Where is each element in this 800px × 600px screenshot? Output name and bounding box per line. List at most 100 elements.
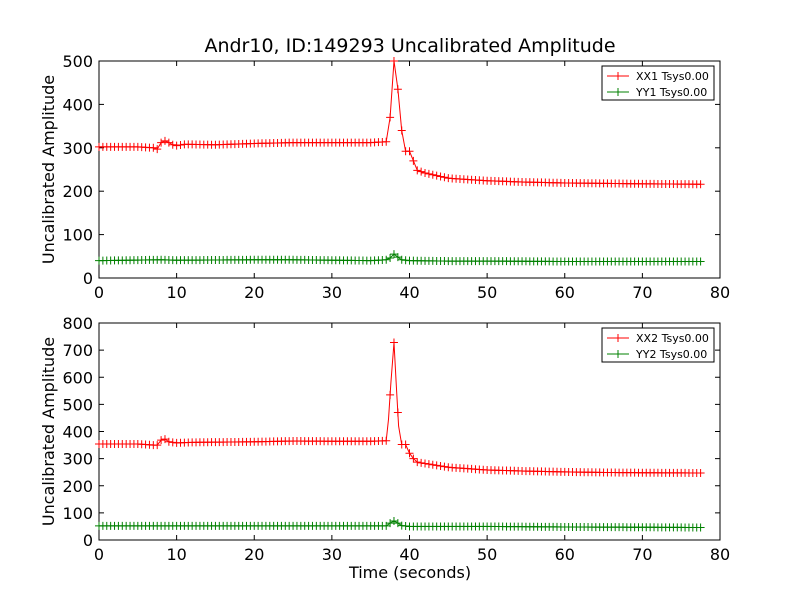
- x-tick-label: 0: [94, 283, 104, 302]
- y-tick-label: 200: [62, 477, 93, 496]
- x-tick-label: 40: [399, 283, 419, 302]
- x-axis-label: Time (seconds): [348, 563, 471, 582]
- data-point-marker: [424, 460, 433, 469]
- legend-label: YY1 Tsys0.00: [635, 86, 707, 99]
- data-point-marker: [382, 137, 391, 146]
- data-point-marker: [157, 436, 166, 445]
- legend-label: XX2 Tsys0.00: [636, 332, 709, 345]
- legend-marker: [614, 72, 622, 80]
- y-axis-label: Uncalibrated Amplitude: [39, 75, 58, 264]
- y-tick-label: 0: [83, 269, 93, 288]
- x-tick-label: 40: [399, 545, 419, 564]
- data-point-marker: [168, 140, 177, 149]
- series-markers: [95, 517, 705, 532]
- data-point-marker: [432, 171, 441, 180]
- x-tick-label: 50: [477, 545, 497, 564]
- x-tick-label: 60: [555, 283, 575, 302]
- data-point-marker: [424, 169, 433, 178]
- x-tick-label: 70: [632, 283, 652, 302]
- series-markers: [95, 57, 705, 189]
- data-point-marker: [413, 458, 422, 467]
- y-tick-label: 100: [62, 504, 93, 523]
- data-point-marker: [413, 166, 422, 175]
- data-point-marker: [164, 437, 173, 446]
- y-tick-label: 200: [62, 182, 93, 201]
- data-point-marker: [696, 523, 705, 532]
- y-axis-label: Uncalibrated Amplitude: [39, 337, 58, 526]
- data-point-marker: [397, 126, 406, 135]
- data-point-marker: [417, 167, 426, 176]
- data-point-marker: [176, 140, 185, 149]
- data-point-marker: [382, 436, 391, 445]
- y-tick-label: 300: [62, 139, 93, 158]
- x-tick-label: 50: [477, 283, 497, 302]
- data-point-marker: [157, 138, 166, 147]
- x-tick-label: 80: [710, 283, 730, 302]
- legend-box: [601, 327, 715, 363]
- legend: XX1 Tsys0.00 YY1 Tsys0.00: [601, 65, 715, 101]
- data-point-marker: [428, 460, 437, 469]
- data-point-marker: [160, 136, 169, 145]
- chart-title: Andr10, ID:149293 Uncalibrated Amplitude: [204, 35, 615, 57]
- x-tick-label: 30: [322, 283, 342, 302]
- x-tick-label: 20: [244, 545, 264, 564]
- data-point-marker: [696, 180, 705, 189]
- data-point-marker: [149, 143, 158, 152]
- data-point-marker: [696, 469, 705, 478]
- legend-label: XX1 Tsys0.00: [636, 70, 709, 83]
- data-point-marker: [401, 440, 410, 449]
- data-point-marker: [409, 454, 418, 463]
- y-tick-label: 0: [83, 531, 93, 550]
- x-tick-label: 60: [555, 545, 575, 564]
- data-point-marker: [386, 113, 395, 122]
- data-point-marker: [436, 462, 445, 471]
- data-point-marker: [440, 462, 449, 471]
- data-point-marker: [389, 57, 398, 65]
- data-point-marker: [386, 254, 395, 263]
- data-point-marker: [405, 449, 414, 458]
- y-tick-label: 800: [62, 314, 93, 333]
- y-tick-label: 400: [62, 95, 93, 114]
- legend-label: YY2 Tsys0.00: [635, 348, 707, 361]
- x-tick-label: 20: [244, 283, 264, 302]
- data-point-marker: [386, 390, 395, 399]
- data-point-marker: [168, 438, 177, 447]
- legend-marker: [614, 350, 622, 358]
- data-point-marker: [436, 172, 445, 181]
- data-point-marker: [153, 441, 162, 450]
- y-tick-label: 500: [62, 395, 93, 414]
- y-tick-label: 300: [62, 450, 93, 469]
- x-tick-label: 0: [94, 545, 104, 564]
- data-point-marker: [393, 85, 402, 94]
- series-markers: [95, 250, 705, 266]
- x-tick-label: 10: [166, 545, 186, 564]
- x-tick-label: 70: [632, 545, 652, 564]
- legend-marker: [614, 334, 622, 342]
- data-point-marker: [428, 170, 437, 179]
- data-point-marker: [421, 168, 430, 177]
- data-point-marker: [172, 141, 181, 150]
- legend: XX2 Tsys0.00 YY2 Tsys0.00: [601, 327, 715, 363]
- data-point-marker: [153, 145, 162, 154]
- series-line: [99, 520, 701, 528]
- y-tick-label: 700: [62, 341, 93, 360]
- data-point-marker: [389, 338, 398, 347]
- y-tick-label: 500: [62, 52, 93, 71]
- x-tick-label: 10: [166, 283, 186, 302]
- data-point-marker: [405, 147, 414, 156]
- data-point-marker: [440, 173, 449, 182]
- data-point-marker: [432, 461, 441, 470]
- series-markers: [95, 338, 705, 478]
- legend-box: [601, 65, 715, 101]
- data-point-marker: [393, 408, 402, 417]
- data-point-marker: [696, 257, 705, 266]
- data-point-marker: [409, 156, 418, 165]
- data-point-marker: [417, 458, 426, 467]
- data-point-marker: [389, 517, 398, 526]
- bottom-panel: 0 10 20 30 40 50 60 70 8001002003004005006007008…: [39, 314, 730, 564]
- x-tick-label: 30: [322, 545, 342, 564]
- top-panel: 0 10 20 30 40 50 60 70 80 0 100 200 300 400 500Uncalib…: [39, 52, 730, 302]
- x-tick-label: 80: [710, 545, 730, 564]
- data-point-marker: [421, 459, 430, 468]
